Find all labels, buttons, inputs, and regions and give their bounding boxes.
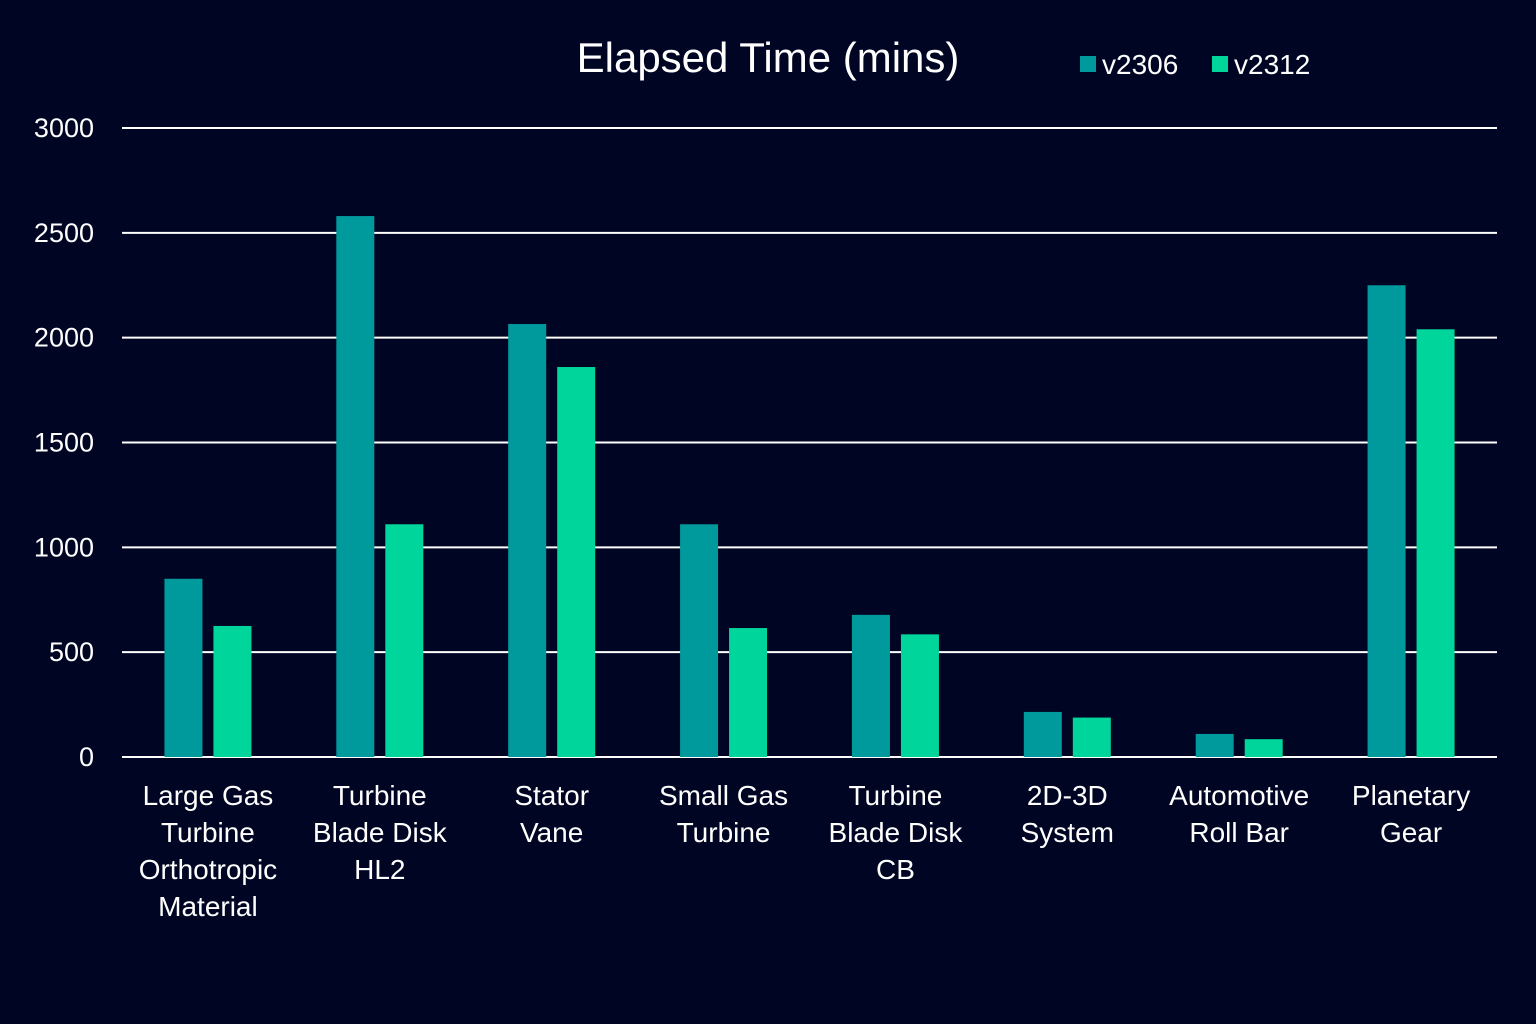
x-tick-label-line: Blade Disk — [829, 817, 964, 848]
x-tick-label: Automotive Roll Bar — [1169, 780, 1309, 848]
bar-v2306-2 — [508, 324, 547, 757]
legend: v2306 v2312 — [1080, 49, 1310, 80]
y-tick-label: 3000 — [34, 113, 94, 143]
x-tick-label-line: Large Gas — [143, 780, 274, 811]
x-tick-label-line: Blade Disk — [313, 817, 448, 848]
x-tick-label-line: Gear — [1380, 817, 1442, 848]
x-tick-label-line: Turbine — [161, 817, 255, 848]
x-tick-label-line: Turbine — [333, 780, 427, 811]
legend-label-v2306: v2306 — [1102, 49, 1178, 80]
bar-v2306-6 — [1195, 733, 1234, 757]
x-tick-label: 2D-3D System — [1021, 780, 1114, 848]
bar-v2312-2 — [557, 367, 596, 757]
x-tick-label: Stator Vane — [514, 780, 589, 848]
x-tick-label-line: Roll Bar — [1189, 817, 1289, 848]
bar-v2312-1 — [385, 524, 424, 757]
x-tick-label-line: Turbine — [848, 780, 942, 811]
bar-v2306-3 — [680, 524, 719, 757]
x-tick-label-line: Vane — [520, 817, 583, 848]
x-tick-label: Large Gas Turbine Orthotropic Material — [139, 780, 278, 922]
legend-swatch-v2306 — [1080, 56, 1096, 72]
y-axis-tick-labels: 0 500 1000 1500 2000 2500 3000 — [34, 113, 94, 772]
x-axis-tick-labels: Large Gas Turbine Orthotropic Material Turbi… — [139, 780, 1471, 922]
x-tick-label-line: Stator — [514, 780, 589, 811]
bar-v2306-1 — [336, 216, 375, 757]
bar-v2312-3 — [729, 628, 768, 757]
y-tick-label: 1000 — [34, 532, 94, 562]
y-tick-label: 1500 — [34, 428, 94, 458]
x-tick-label-line: Small Gas — [659, 780, 788, 811]
x-tick-label-line: Automotive — [1169, 780, 1309, 811]
x-tick-label: Small Gas Turbine — [659, 780, 788, 848]
y-tick-label: 2000 — [34, 323, 94, 353]
x-tick-label: Planetary Gear — [1352, 780, 1470, 848]
y-tick-label: 2500 — [34, 218, 94, 248]
bar-v2312-5 — [1072, 717, 1111, 757]
x-tick-label-line: Material — [158, 891, 258, 922]
legend-label-v2312: v2312 — [1234, 49, 1310, 80]
bar-v2306-7 — [1367, 285, 1406, 757]
x-tick-label-line: HL2 — [354, 854, 405, 885]
x-tick-label-line: System — [1021, 817, 1114, 848]
x-tick-label-line: 2D-3D — [1027, 780, 1108, 811]
y-tick-label: 500 — [49, 637, 94, 667]
bar-v2306-0 — [164, 578, 203, 757]
bars — [164, 216, 1455, 757]
x-tick-label-line: Orthotropic — [139, 854, 278, 885]
bar-v2306-5 — [1023, 711, 1062, 757]
bar-v2306-4 — [851, 614, 890, 757]
x-tick-label: Turbine Blade Disk CB — [829, 780, 964, 885]
bar-v2312-6 — [1244, 739, 1283, 757]
x-tick-label-line: Planetary — [1352, 780, 1470, 811]
bar-v2312-0 — [213, 625, 252, 757]
x-tick-label: Turbine Blade Disk HL2 — [313, 780, 448, 885]
y-tick-label: 0 — [79, 742, 94, 772]
bar-v2312-4 — [900, 634, 939, 757]
gridlines — [122, 127, 1497, 758]
chart-title: Elapsed Time (mins) — [577, 34, 960, 81]
bar-v2312-7 — [1416, 329, 1455, 757]
x-tick-label-line: CB — [876, 854, 915, 885]
legend-swatch-v2312 — [1212, 56, 1228, 72]
x-tick-label-line: Turbine — [677, 817, 771, 848]
